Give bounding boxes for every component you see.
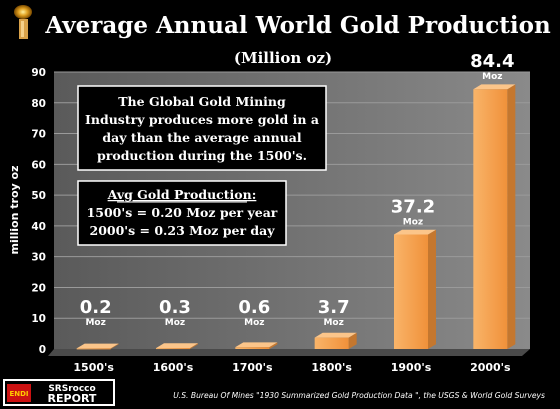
plot-floor	[48, 349, 530, 356]
annotation-box-1-line-4: production during the 1500's.	[97, 148, 307, 163]
logo-bottom-text: REPORT	[48, 392, 97, 405]
data-label-unit: Moz	[323, 318, 343, 328]
bar-1800's	[314, 332, 357, 349]
data-label-value: 0.6	[238, 297, 270, 318]
y-tick-label: 70	[31, 129, 46, 141]
y-tick-label: 90	[31, 67, 46, 79]
x-tick-label: 1700's	[232, 361, 273, 374]
y-tick-label: 60	[31, 159, 46, 171]
y-tick-label: 30	[31, 252, 46, 264]
data-label-unit: Moz	[244, 318, 264, 328]
x-tick-label: 1900's	[391, 361, 432, 374]
x-tick-label: 1800's	[311, 361, 352, 374]
y-tick-label: 80	[31, 98, 46, 110]
bar-2000's	[473, 84, 516, 350]
data-label-unit: Moz	[403, 218, 423, 228]
annotation-box-2: Avg Gold Production: 1500's = 0.20 Moz p…	[77, 180, 287, 246]
logo-top-text: SRSrocco	[48, 384, 95, 394]
y-axis-ticks: 0 10 20 30 40 50 60 70 80 90	[31, 67, 46, 356]
data-label-value: 84.4	[470, 51, 514, 72]
y-tick-label: 10	[31, 313, 46, 325]
y-axis-label: million troy oz	[8, 166, 21, 255]
x-axis-ticks: 1500's 1600's 1700's 1800's 1900's 2000's	[73, 361, 511, 374]
logo-badge: ENDI	[9, 390, 28, 398]
y-tick-label: 20	[31, 282, 46, 294]
bar-1600's	[156, 343, 198, 350]
annotation-box-1-line-1: The Global Gold Mining	[118, 94, 286, 109]
x-tick-label: 1600's	[153, 361, 194, 374]
annotation-box-2-line-1: 1500's = 0.20 Moz per year	[87, 205, 278, 220]
chart-subtitle: (Million oz)	[234, 49, 332, 67]
bar-1700's	[235, 342, 278, 349]
chart-title: Average Annual World Gold Production	[44, 12, 551, 39]
y-tick-label: 40	[31, 221, 46, 233]
gold-nugget-icon	[14, 5, 32, 39]
annotation-box-1-line-2: Industry produces more gold in a	[85, 112, 319, 127]
data-label-unit: Moz	[165, 318, 185, 328]
bar-1500's	[76, 343, 119, 350]
annotation-box-1-line-3: day than the average annual	[102, 130, 302, 145]
bars	[76, 84, 516, 350]
y-tick-label: 50	[31, 190, 46, 202]
annotation-box-2-title: Avg Gold Production:	[107, 187, 257, 202]
annotation-box-1: The Global Gold Mining Industry produces…	[77, 85, 327, 171]
data-label-value: 0.3	[159, 297, 191, 318]
x-tick-label: 1500's	[73, 361, 114, 374]
srsrocco-report-logo: ENDI SRSrocco REPORT	[3, 379, 115, 406]
annotation-box-2-line-2: 2000's = 0.23 Moz per day	[90, 223, 276, 238]
data-label-unit: Moz	[85, 318, 105, 328]
source-note: U.S. Bureau Of Mines "1930 Summarized Go…	[173, 391, 545, 400]
bar-1900's	[394, 229, 436, 349]
data-label-value: 3.7	[318, 297, 350, 318]
data-label-unit: Moz	[482, 72, 502, 82]
y-tick-label: 0	[39, 344, 46, 356]
data-label-value: 37.2	[391, 197, 435, 218]
data-label-value: 0.2	[80, 297, 112, 318]
x-tick-label: 2000's	[470, 361, 511, 374]
